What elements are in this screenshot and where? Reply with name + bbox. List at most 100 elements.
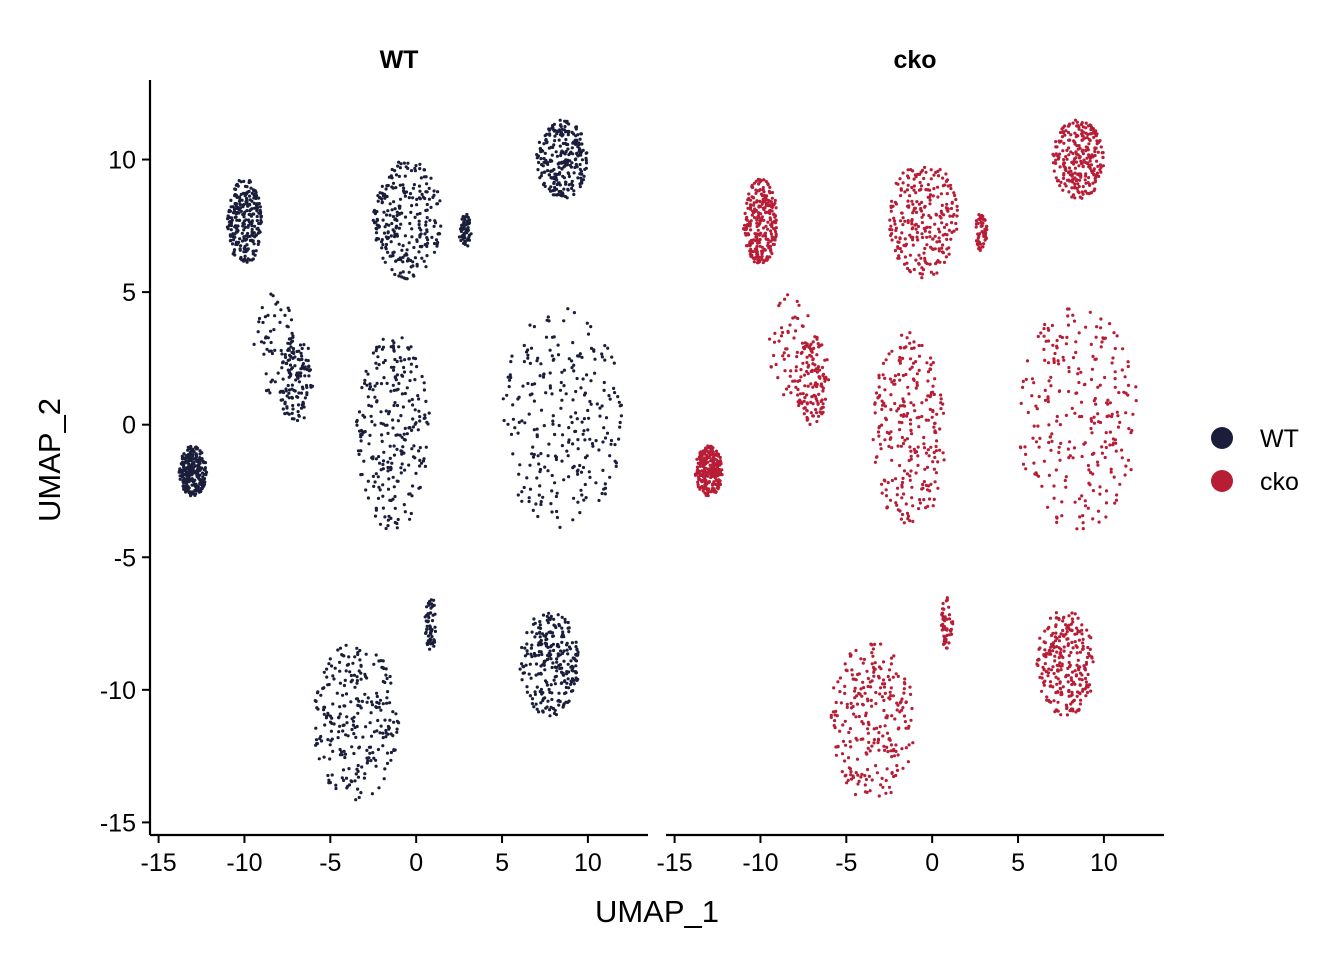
data-point [424,223,428,227]
data-point [1052,496,1056,500]
data-point [260,306,264,310]
data-point [249,208,253,212]
data-point [576,468,580,472]
data-point [941,243,945,247]
data-point [756,252,760,257]
data-point [904,345,908,349]
data-point [1095,171,1100,175]
data-point [1054,675,1058,679]
data-point [546,699,550,703]
data-point [1072,699,1076,703]
data-point [1043,398,1048,402]
data-point [829,715,833,720]
data-point [373,480,377,484]
data-point [404,190,409,194]
data-point [552,678,556,682]
data-point [190,473,194,477]
data-point [1065,148,1069,152]
data-point [955,204,959,208]
data-point [1070,406,1074,410]
data-point [548,386,553,390]
data-point [585,454,589,458]
data-point [928,198,932,202]
data-point [1073,640,1077,644]
data-point [849,701,853,706]
data-point [547,132,552,136]
data-point [510,354,514,358]
data-point [385,381,389,385]
data-point [920,168,925,172]
data-point [1091,489,1095,493]
data-point [702,470,707,474]
data-point [601,468,605,472]
data-point [777,339,781,343]
data-point [912,447,916,451]
data-point [391,426,395,430]
data-point [836,680,840,684]
data-point [554,150,558,154]
data-point [551,145,555,149]
data-point [885,505,889,509]
data-point [1070,628,1074,632]
data-point [1089,125,1094,129]
data-point [562,368,567,372]
data-point [978,218,982,222]
data-point [870,651,874,655]
data-point [346,662,351,667]
data-point [921,486,925,490]
data-point [559,189,563,194]
data-point [589,325,593,329]
data-point [1077,331,1081,335]
data-point [908,341,912,345]
data-point [1064,632,1068,636]
data-point [905,437,910,441]
data-point [906,266,910,271]
data-point [870,679,874,683]
data-point [928,395,932,399]
data-point [384,673,388,677]
data-point [550,473,554,478]
data-point [299,374,303,378]
data-point [391,383,395,387]
data-point [365,383,369,387]
data-point [386,524,390,528]
data-point [1092,451,1096,455]
data-point [794,369,798,373]
data-point [406,161,410,165]
data-point [911,504,915,508]
data-point [977,234,981,238]
data-point [537,160,541,165]
data-point [553,432,557,437]
data-point [528,487,533,491]
data-point [613,391,617,395]
data-point [547,146,552,150]
data-point [857,779,861,783]
data-point [1061,130,1065,134]
data-point [1073,411,1077,415]
data-point [537,653,541,657]
data-point [397,274,401,278]
data-point [345,715,349,719]
data-point [933,222,937,226]
data-point [1074,673,1079,677]
data-point [886,750,890,754]
data-point [896,727,900,731]
data-point [947,617,952,621]
data-point [574,125,579,129]
data-point [1066,307,1070,311]
data-point [713,489,717,493]
data-point [618,425,622,429]
data-point [1061,149,1065,153]
data-point [420,192,424,196]
data-point [936,185,940,189]
data-point [399,162,403,166]
data-point [195,475,199,479]
data-point [321,686,325,691]
data-point [901,223,905,227]
data-point [938,427,942,431]
data-point [893,401,897,406]
data-point [1127,427,1131,431]
data-point [302,343,306,347]
data-point [1045,698,1049,702]
data-point [902,492,906,496]
